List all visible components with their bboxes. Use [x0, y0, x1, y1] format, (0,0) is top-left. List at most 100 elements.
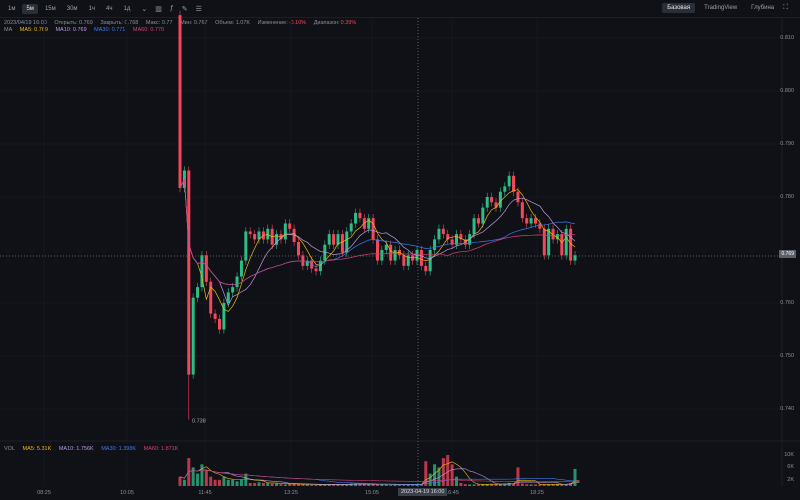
- candle-down: [371, 218, 375, 240]
- candle-up: [318, 260, 322, 272]
- volume-bar: [547, 484, 551, 486]
- timeframe-3[interactable]: 30м: [66, 5, 78, 12]
- volume-bar: [283, 484, 287, 486]
- volume-bar: [494, 484, 498, 486]
- volume-bar: [367, 484, 371, 486]
- y-tick-label: 0.800: [780, 88, 794, 94]
- fullscreen-icon[interactable]: ⛶: [783, 4, 788, 11]
- vol-ma30: MA30: 1.398K: [101, 446, 137, 452]
- volume-bar: [288, 484, 292, 486]
- y-tick-label: 0.780: [780, 194, 794, 200]
- candle-up: [573, 255, 577, 261]
- candle-down: [297, 242, 300, 256]
- volume-bar: [397, 484, 401, 486]
- candle-up: [428, 250, 432, 272]
- volume-bar: [248, 482, 252, 486]
- candle-up: [226, 292, 230, 303]
- volume-bar: [433, 464, 437, 486]
- last-price: 0.769: [781, 251, 794, 257]
- candle-down: [209, 281, 213, 314]
- ohlc-info: 2023/04/19 16:00 Открыть: 0.769 Закрыть:…: [4, 20, 362, 34]
- volume-bar: [498, 484, 502, 486]
- volume-bar: [455, 476, 458, 486]
- volume-bar: [437, 467, 441, 486]
- candle-down: [490, 197, 494, 203]
- volume-bar: [507, 482, 511, 486]
- volume-bar: [538, 484, 542, 486]
- candle-down: [389, 244, 393, 261]
- candle-up: [336, 234, 340, 245]
- candle-down: [520, 202, 524, 219]
- candle-down: [340, 234, 344, 253]
- candle-up: [239, 260, 243, 277]
- timeframe-0[interactable]: 1м: [8, 5, 16, 12]
- volume-bar: [476, 484, 480, 486]
- info-change-label: Изменение:: [257, 20, 288, 26]
- volume-bar: [362, 484, 366, 486]
- x-tick-label: 10:05: [120, 490, 134, 496]
- x-tick-label: 15:05: [365, 490, 379, 496]
- candle-up: [503, 186, 507, 192]
- volume-bar: [314, 484, 318, 486]
- indicator-icon[interactable]: ƒ: [169, 5, 174, 12]
- draw-pen-icon[interactable]: ✎: [181, 5, 188, 13]
- info-close: Закрыть: 0.768: [100, 20, 139, 26]
- info-time: 2023/04/19 16:00: [4, 20, 47, 26]
- volume-bar: [516, 467, 520, 486]
- candle-down: [463, 239, 467, 245]
- volume-bar: [534, 484, 537, 486]
- volume-bar: [213, 479, 217, 486]
- ma10-value: MA10: 0.769: [55, 27, 87, 33]
- volume-bar: [253, 482, 257, 486]
- volume-ma60-line: [179, 469, 580, 482]
- volume-bar: [323, 484, 327, 486]
- view-tab-2[interactable]: Глубина: [751, 5, 775, 11]
- ma30-value: MA30: 0.771: [94, 27, 126, 33]
- timeframe-4[interactable]: 1ч: [88, 5, 96, 12]
- volume-bar: [270, 483, 274, 486]
- candle-down: [494, 202, 498, 208]
- volume-bar: [406, 484, 410, 486]
- volume-bar: [349, 483, 353, 486]
- timeframe-5[interactable]: 4ч: [106, 5, 113, 12]
- volume-bar: [402, 484, 406, 486]
- volume-bar: [380, 484, 384, 486]
- volume-tick-label: 2K: [787, 477, 794, 483]
- candle-type-icon[interactable]: ▥: [155, 5, 162, 13]
- volume-bar: [472, 484, 476, 486]
- candle-down: [411, 255, 415, 261]
- settings-icon[interactable]: ☰: [195, 5, 202, 13]
- volume-bar: [441, 458, 445, 486]
- timeframe-2[interactable]: 15м: [44, 5, 56, 12]
- volume-info: VOL MA5: 5.31K MA10: 1.756K MA30: 1.398K…: [4, 446, 184, 452]
- view-tab-1[interactable]: TradingView: [704, 5, 738, 11]
- timeframe-6[interactable]: 1д: [123, 5, 131, 12]
- candle-down: [310, 260, 314, 269]
- volume-bar: [520, 483, 524, 486]
- volume-ma10-line: [179, 468, 580, 485]
- candle-down: [253, 234, 257, 240]
- volume-bar: [257, 482, 261, 486]
- candle-down: [516, 191, 520, 203]
- candle-down: [525, 218, 529, 224]
- volume-bar: [450, 464, 454, 486]
- candle-down: [397, 250, 401, 256]
- ma60-value: MA60: 0.770: [132, 27, 165, 33]
- chevron-down-icon[interactable]: ⌄: [141, 5, 148, 13]
- candle-up: [191, 297, 195, 375]
- volume-bar: [297, 484, 300, 486]
- volume-bar: [292, 483, 296, 486]
- view-tab-0[interactable]: Базовая: [662, 3, 696, 13]
- volume-bar: [389, 484, 393, 486]
- candle-up: [327, 234, 331, 245]
- volume-bar: [485, 484, 489, 486]
- candle-up: [472, 218, 476, 235]
- volume-bar: [261, 482, 265, 486]
- timeframe-1[interactable]: 5м: [22, 3, 38, 14]
- candle-up: [257, 231, 261, 240]
- candle-up: [349, 223, 353, 232]
- info-open: Открыть: 0.769: [54, 20, 93, 26]
- candle-up: [384, 244, 388, 250]
- volume-bar: [239, 479, 243, 486]
